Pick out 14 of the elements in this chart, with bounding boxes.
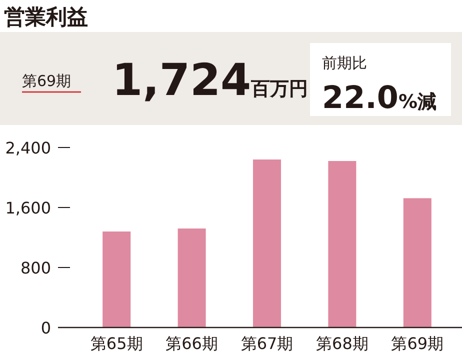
xtick: 第66期: [166, 334, 218, 352]
xtick: 第67期: [240, 334, 294, 352]
annotation: 1,724百万円: [112, 55, 308, 106]
annotation: 前期比: [322, 54, 367, 72]
ytick: 1,600: [5, 198, 51, 218]
ytick: 800: [20, 258, 51, 278]
xtick: 第69期: [391, 334, 444, 352]
xtick: 第68期: [316, 334, 368, 352]
annotation: 第69期: [22, 72, 72, 90]
ytick: 2,400: [5, 138, 51, 158]
ytick: 0: [40, 318, 51, 338]
annotation: 22.0%減: [322, 80, 437, 116]
title: 営業利益: [4, 5, 88, 29]
xtick: 第65期: [90, 334, 143, 352]
